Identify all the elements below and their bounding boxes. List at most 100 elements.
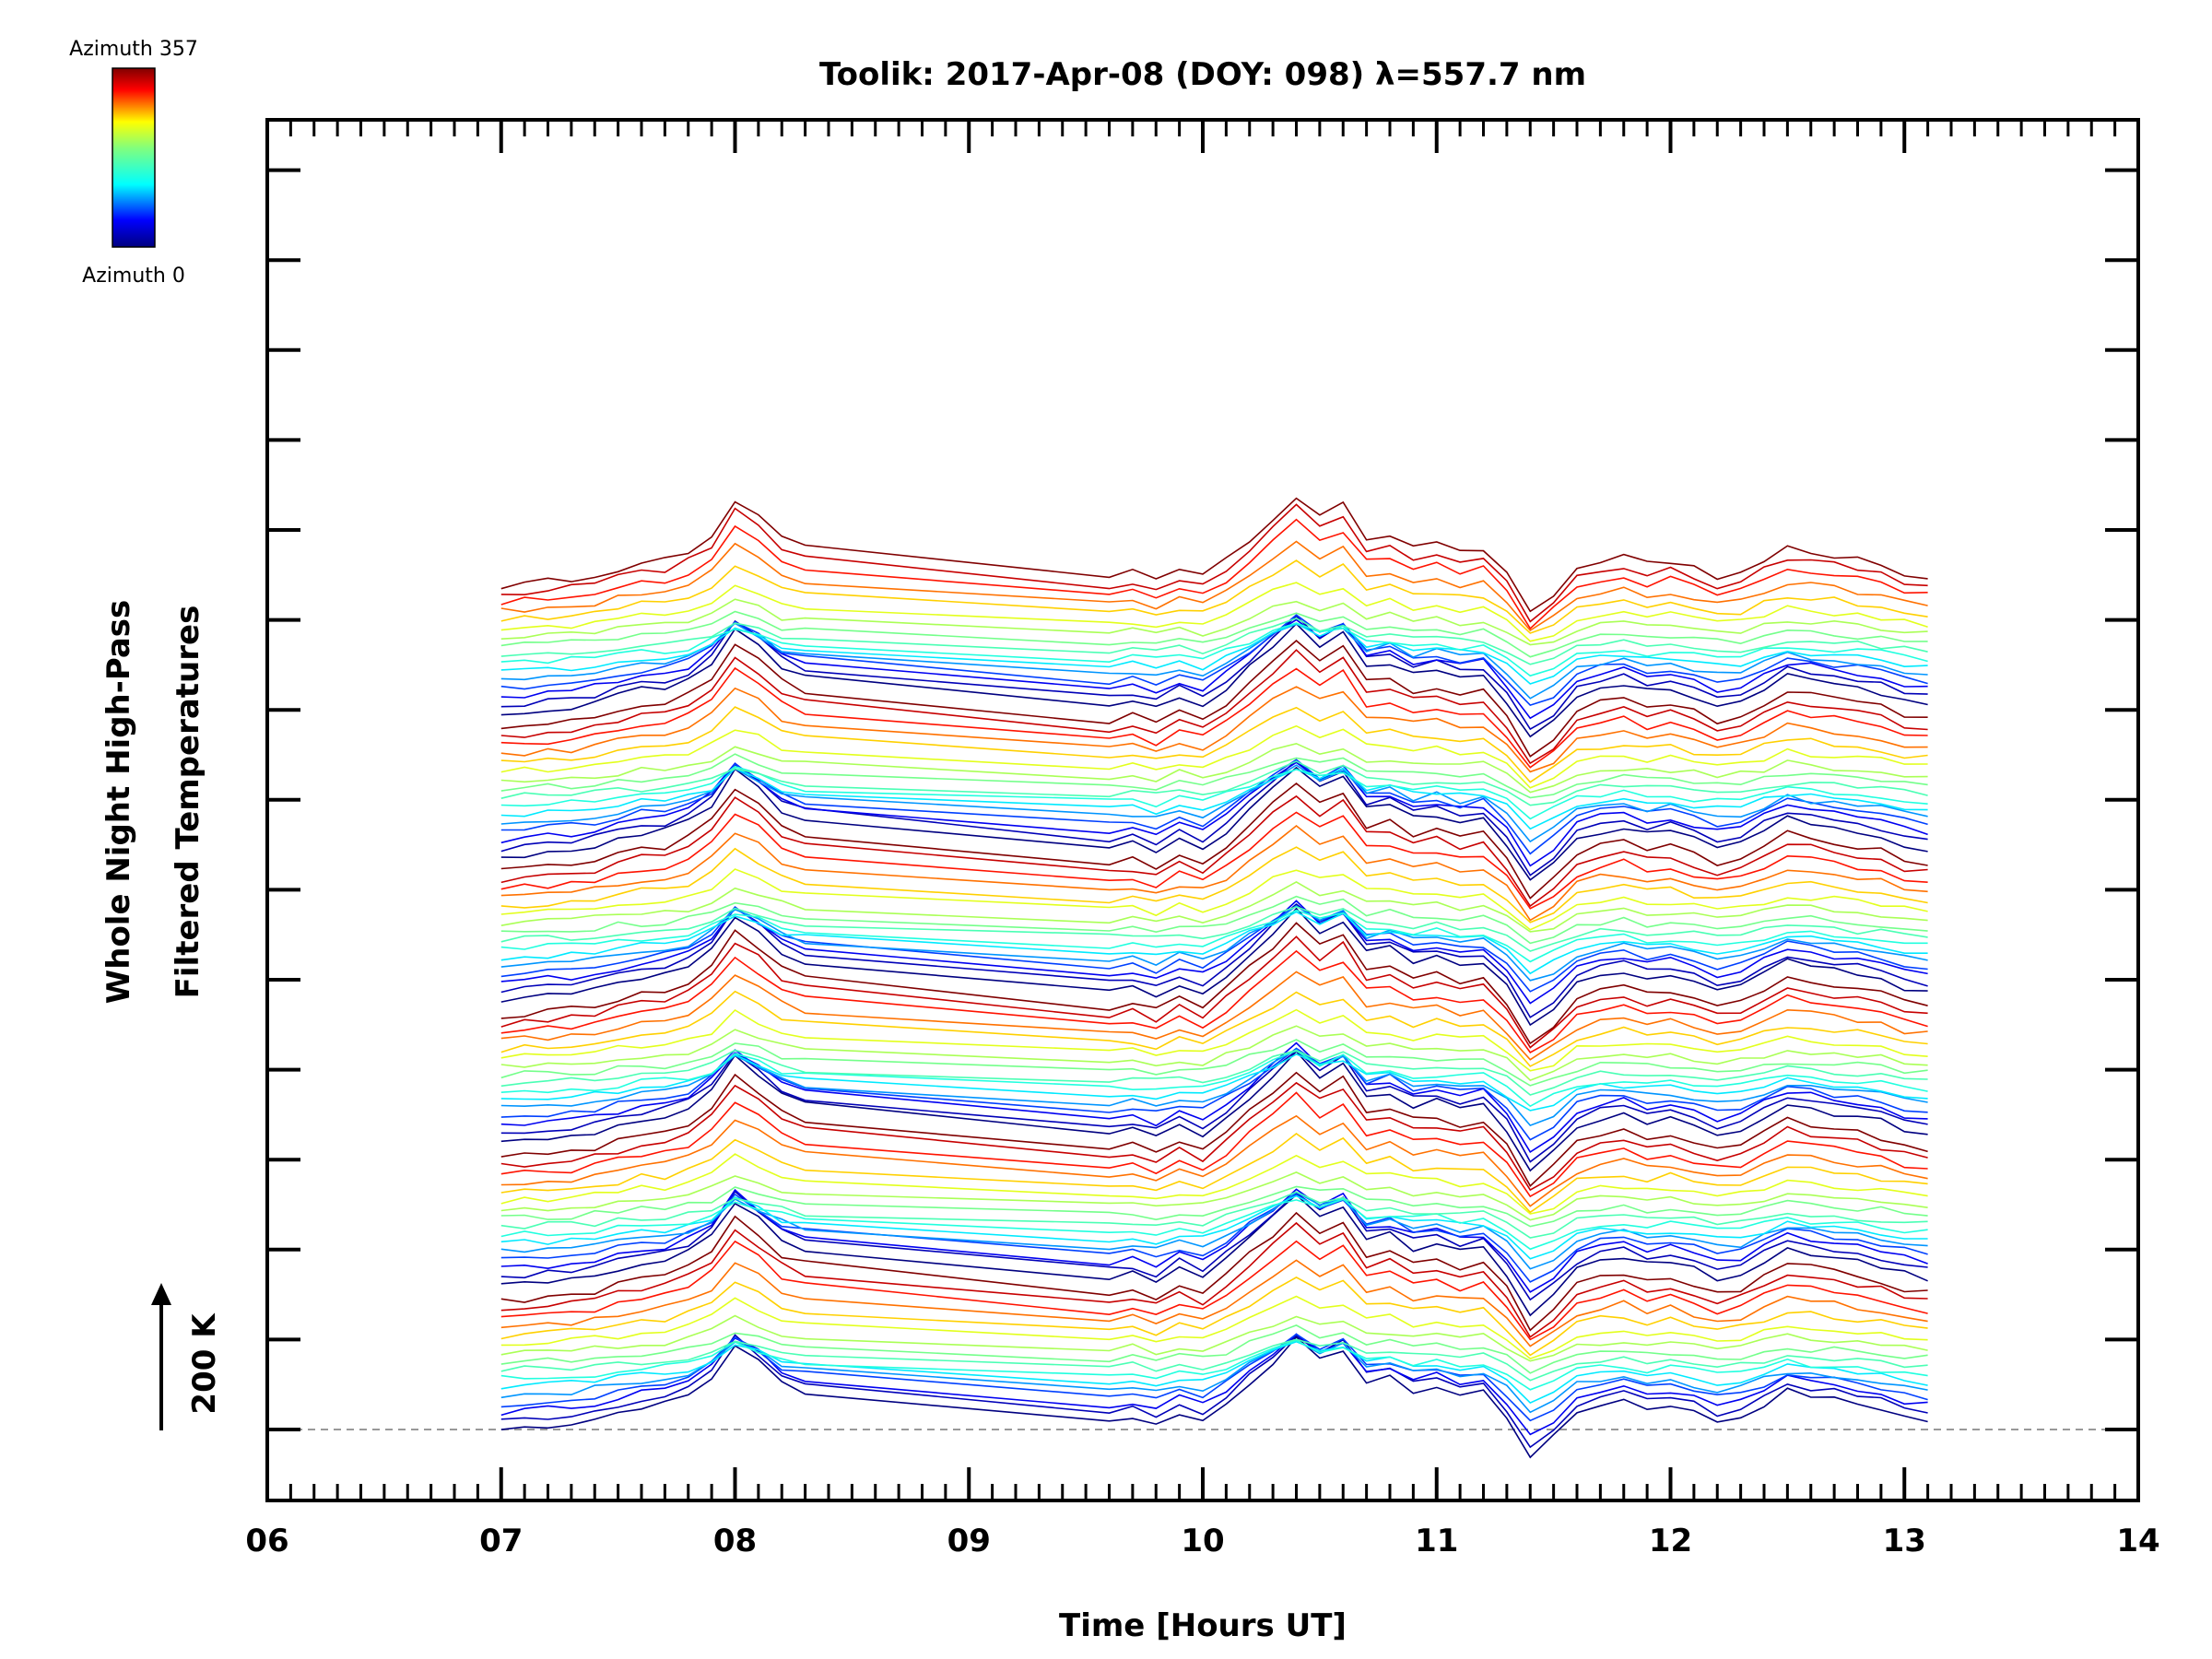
colorbar (112, 67, 156, 248)
series-line-95 (500, 497, 1928, 613)
series-line-73 (500, 742, 1928, 794)
x-tick-label-08: 08 (713, 1523, 757, 1559)
series-line-77 (500, 666, 1928, 769)
series-line-86 (500, 622, 1928, 677)
series-line-54 (500, 909, 1928, 963)
series-line-90 (500, 582, 1928, 642)
series-line-58 (500, 868, 1928, 931)
series-line-43 (500, 990, 1928, 1067)
series-line-12 (500, 1259, 1928, 1347)
series-line-23 (500, 1191, 1928, 1239)
series-line-44 (500, 971, 1928, 1061)
series-line-50 (500, 900, 1928, 1005)
series-line-60 (500, 824, 1928, 922)
series-line-45 (500, 949, 1928, 1053)
series-line-13 (500, 1240, 1928, 1341)
x-tick-label-11: 11 (1415, 1523, 1458, 1559)
series-line-70 (500, 765, 1928, 820)
series-line-42 (500, 1008, 1928, 1072)
series-line-25 (500, 1171, 1928, 1221)
series-line-0 (500, 1335, 1928, 1459)
series-line-22 (500, 1198, 1928, 1251)
series-line-68 (500, 764, 1928, 843)
series-line-91 (500, 559, 1928, 634)
series-line-29 (500, 1091, 1928, 1198)
chart-title: Toolik: 2017-Apr-08 (DOY: 098) λ=557.7 n… (819, 56, 1586, 93)
series-line-92 (500, 540, 1928, 632)
scale-arrowhead (151, 1283, 171, 1305)
colorbar-bottom-label: Azimuth 0 (82, 265, 185, 288)
colorbar-top-label: Azimuth 357 (69, 38, 198, 61)
series-line-17 (500, 1190, 1928, 1301)
series-line-38 (500, 1050, 1928, 1108)
series-line-15 (500, 1211, 1928, 1332)
series-line-48 (500, 907, 1928, 1027)
y-axis-label-line2: Filtered Temperatures (170, 606, 206, 999)
series-line-94 (500, 503, 1928, 623)
series-line-49 (500, 902, 1928, 1018)
series-line-85 (500, 622, 1928, 685)
series-line-79 (500, 640, 1928, 758)
series-line-30 (500, 1081, 1928, 1192)
series-line-75 (500, 706, 1928, 783)
series-line-32 (500, 1050, 1928, 1172)
series-line-71 (500, 760, 1928, 806)
series-line-36 (500, 1048, 1928, 1127)
series-line-8 (500, 1324, 1928, 1374)
series-line-40 (500, 1039, 1928, 1087)
series-line-53 (500, 911, 1928, 975)
series-line-6 (500, 1339, 1928, 1391)
series-line-46 (500, 935, 1928, 1049)
series-line-1 (500, 1334, 1928, 1449)
series-line-11 (500, 1276, 1928, 1357)
series-line-27 (500, 1133, 1928, 1214)
series-line-57 (500, 880, 1928, 933)
series-line-20 (500, 1191, 1928, 1270)
series-line-61 (500, 811, 1928, 910)
series-line-31 (500, 1071, 1928, 1187)
series-line-63 (500, 782, 1928, 900)
x-tick-label-09: 09 (947, 1523, 991, 1559)
series-line-19 (500, 1193, 1928, 1283)
scale-label: 200 K (186, 1312, 223, 1415)
series-line-65 (500, 759, 1928, 877)
series-line-78 (500, 649, 1928, 765)
series-line-64 (500, 766, 1928, 881)
y-axis-label-line1: Whole Night High-Pass (100, 600, 137, 1005)
x-tick-label-06: 06 (245, 1523, 288, 1559)
series-line-9 (500, 1314, 1928, 1362)
series-line-28 (500, 1114, 1928, 1207)
x-tick-label-10: 10 (1181, 1523, 1224, 1559)
x-tick-label-12: 12 (1649, 1523, 1692, 1559)
series-line-16 (500, 1194, 1928, 1317)
x-axis-label: Time [Hours UT] (1059, 1607, 1347, 1644)
series-line-76 (500, 686, 1928, 773)
series-line-84 (500, 622, 1928, 700)
series-line-80 (500, 622, 1928, 738)
series-line-5 (500, 1340, 1928, 1405)
series-line-24 (500, 1185, 1928, 1228)
series-line-41 (500, 1025, 1928, 1082)
series-line-93 (500, 518, 1928, 630)
x-tick-labels: 06 07 08 09 10 11 12 13 14 (245, 1523, 2159, 1559)
series-line-7 (500, 1338, 1928, 1382)
series-line-51 (500, 905, 1928, 993)
x-tick-label-07: 07 (479, 1523, 523, 1559)
series-line-72 (500, 753, 1928, 799)
series-line-3 (500, 1333, 1928, 1422)
series-line-26 (500, 1153, 1928, 1215)
series-line-14 (500, 1221, 1928, 1338)
series-line-74 (500, 724, 1928, 789)
series-line-47 (500, 922, 1928, 1045)
ticks-layer (265, 120, 2140, 1500)
x-tick-label-13: 13 (1883, 1523, 1926, 1559)
series-line-87 (500, 618, 1928, 665)
series-layer (500, 497, 1928, 1459)
series-line-59 (500, 846, 1928, 924)
series-line-33 (500, 1050, 1928, 1163)
series-line-18 (500, 1188, 1928, 1293)
series-line-2 (500, 1333, 1928, 1436)
plot-frame (265, 118, 2140, 1502)
series-line-88 (500, 610, 1928, 658)
